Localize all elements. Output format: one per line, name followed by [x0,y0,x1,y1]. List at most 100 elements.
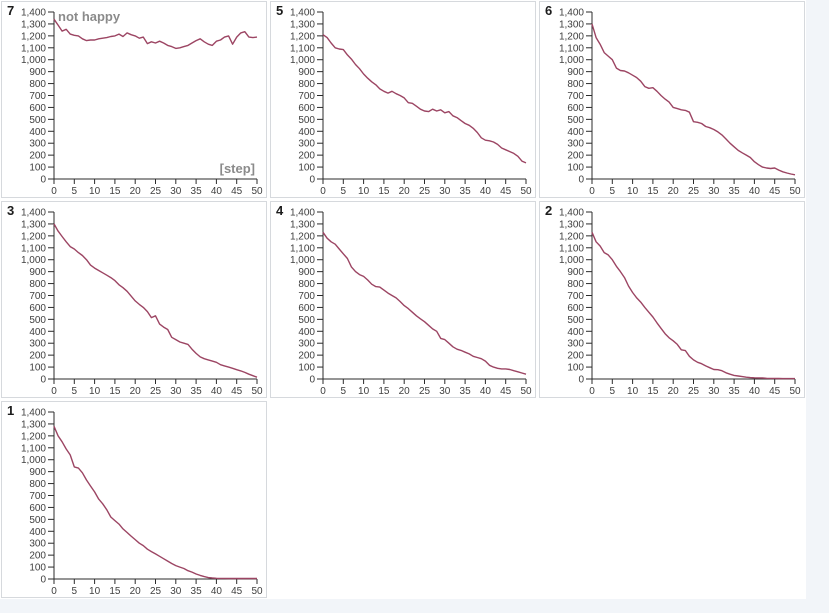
y-tick-label: 600 [29,303,46,314]
y-tick-label: 200 [29,151,46,162]
chart-index-label: 7 [7,3,15,18]
y-tick-label: 200 [567,351,584,362]
y-tick-label: 1,000 [559,255,584,266]
x-tick-label: 15 [647,386,659,397]
y-tick-label: 200 [567,151,584,162]
y-tick-label: 1,300 [559,19,584,30]
x-tick-label: 40 [211,186,223,197]
chart-canvas: 01002003004005006007008009001,0001,1001,… [21,8,263,198]
x-tick-label: 30 [439,386,451,397]
x-tick-label: 15 [109,386,121,397]
y-tick-label: 1,100 [559,243,584,254]
y-tick-label: 700 [298,91,315,102]
y-tick-label: 100 [29,163,46,174]
y-tick-label: 1,200 [290,31,315,42]
y-tick-label: 300 [29,339,46,350]
y-tick-label: 1,000 [290,55,315,66]
y-tick-label: 300 [29,139,46,150]
y-tick-label: 900 [29,267,46,278]
series-line [53,223,258,378]
chart-panel-4[interactable]: 4 0 100 200 300 400 500 600 700 800 900 1,000 1,100… [270,201,536,398]
x-tick-label: 40 [480,186,492,197]
y-tick-label: 1,000 [21,55,46,66]
chart-canvas: 01002003004005006007008009001,0001,1001,… [290,8,532,198]
x-tick-label: 40 [749,186,761,197]
series-line [322,231,527,375]
chart-panel-6[interactable]: 6 0 100 200 300 400 500 600 700 800 900 1,000 1,100… [539,1,805,198]
y-tick-label: 700 [29,291,46,302]
x-tick-label: 35 [460,186,472,197]
x-tick-label: 50 [251,386,263,397]
x-tick-label: 25 [150,586,162,597]
x-tick-label: 5 [341,386,347,397]
x-tick-label: 10 [89,186,101,197]
chart-panel-3[interactable]: 3 0 100 200 300 400 500 600 700 800 900 1,000 1,100… [1,201,267,398]
x-tick-label: 20 [399,386,411,397]
y-tick-label: 700 [567,91,584,102]
chart-panel-1[interactable]: 1 0 100 200 300 400 500 600 700 800 900 1,000 1,100… [1,401,267,598]
y-tick-label: 1,200 [21,231,46,242]
x-tick-label: 5 [72,386,78,397]
x-tick-label: 0 [51,386,57,397]
y-tick-label: 800 [298,79,315,90]
y-tick-label: 500 [29,315,46,326]
y-tick-label: 400 [567,327,584,338]
x-tick-label: 25 [150,186,162,197]
x-tick-label: 50 [789,186,801,197]
x-axis-unit-label: [step] [220,161,255,176]
x-tick-label: 5 [610,386,616,397]
y-tick-label: 100 [567,163,584,174]
y-tick-label: 900 [298,67,315,78]
x-tick-label: 10 [627,186,639,197]
y-tick-label: 1,300 [21,219,46,230]
y-tick-label: 900 [567,67,584,78]
x-tick-label: 10 [358,386,370,397]
y-tick-label: 1,200 [21,31,46,42]
x-tick-label: 35 [729,186,741,197]
y-tick-label: 100 [298,363,315,374]
y-tick-label: 900 [29,467,46,478]
x-tick-label: 5 [72,186,78,197]
y-tick-label: 1,300 [559,219,584,230]
charts-board: 7 0 100 200 300 400 500 600 700 800 900 1,000 1,100… [0,0,806,599]
y-tick-label: 600 [29,103,46,114]
y-tick-label: 1,400 [290,208,315,219]
x-tick-label: 30 [439,186,451,197]
y-tick-label: 1,000 [21,455,46,466]
x-tick-label: 50 [520,386,532,397]
y-tick-label: 200 [29,351,46,362]
x-tick-label: 35 [191,586,203,597]
y-tick-label: 0 [40,575,46,586]
x-tick-label: 0 [51,586,57,597]
y-tick-label: 0 [40,175,46,186]
x-tick-label: 45 [769,386,781,397]
y-tick-label: 900 [298,267,315,278]
y-tick-label: 1,100 [290,243,315,254]
y-tick-label: 0 [578,175,584,186]
series-line [53,426,257,580]
y-tick-label: 1,300 [290,19,315,30]
y-tick-label: 800 [298,279,315,290]
y-tick-label: 500 [567,315,584,326]
y-tick-label: 800 [29,479,46,490]
y-tick-label: 900 [29,67,46,78]
y-tick-label: 200 [298,151,315,162]
y-tick-label: 1,400 [21,408,46,419]
y-tick-label: 1,400 [559,208,584,219]
x-tick-label: 40 [211,586,223,597]
x-tick-label: 15 [109,586,121,597]
y-tick-label: 200 [29,551,46,562]
y-tick-label: 400 [298,327,315,338]
y-tick-label: 1,400 [290,8,315,19]
chart-panel-2[interactable]: 2 0 100 200 300 400 500 600 700 800 900 1,000 1,100… [539,201,805,398]
chart-canvas: 01002003004005006007008009001,0001,1001,… [21,208,263,398]
chart-canvas: 01002003004005006007008009001,0001,1001,… [559,8,801,198]
y-tick-label: 400 [29,127,46,138]
chart-panel-5[interactable]: 5 0 100 200 300 400 500 600 700 800 900 1,000 1,100… [270,1,536,198]
x-tick-label: 15 [109,186,121,197]
chart-index-label: 3 [7,203,15,218]
y-tick-label: 500 [298,115,315,126]
chart-panel-7[interactable]: 7 0 100 200 300 400 500 600 700 800 900 1,000 1,100… [1,1,267,198]
y-tick-label: 1,000 [21,255,46,266]
y-tick-label: 600 [298,303,315,314]
